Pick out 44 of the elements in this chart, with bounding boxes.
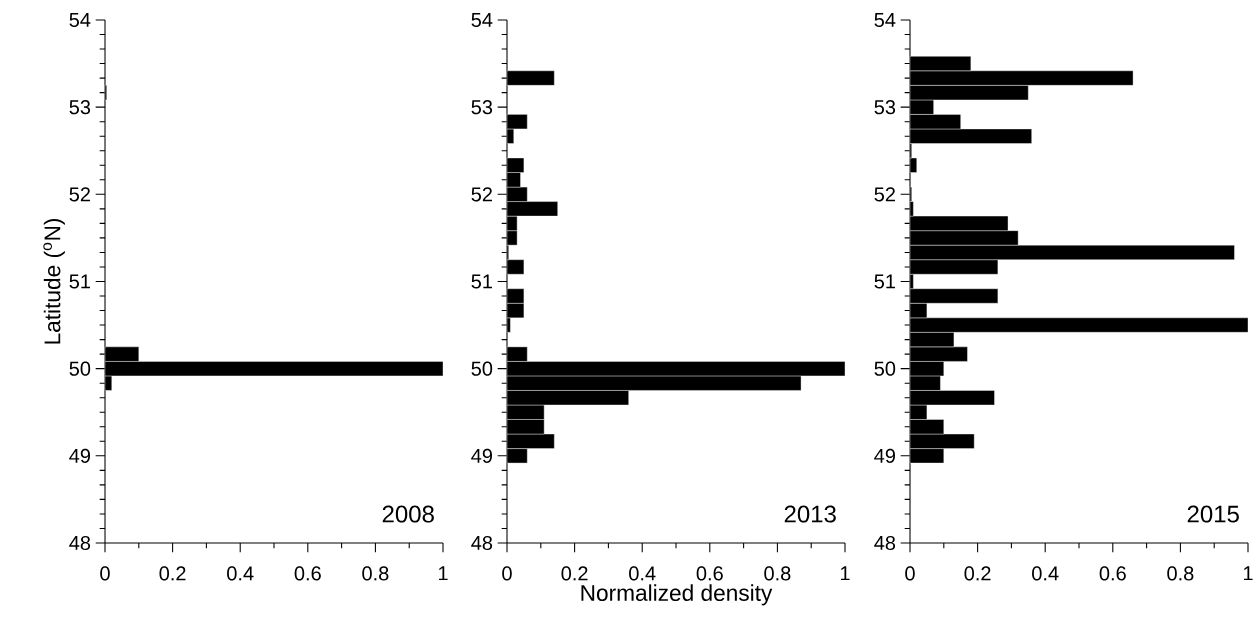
x-tick-label: 0 — [100, 566, 110, 581]
y-tick-label: 54 — [471, 13, 493, 27]
y-tick-label: 52 — [471, 187, 492, 202]
y-tick-label: 48 — [69, 535, 91, 551]
y-tick-label: 52 — [69, 187, 90, 202]
annotation: 2013 — [784, 505, 836, 523]
y-tick-label: 53 — [471, 100, 493, 115]
annotation: 2015 — [1187, 505, 1239, 523]
x-tick-label: 0.8 — [362, 566, 389, 581]
y-tick-label: 53 — [874, 100, 896, 115]
x-tick-label: 1 — [438, 566, 448, 581]
y-tick-label: 54 — [874, 13, 896, 27]
y-tick-label: 50 — [874, 361, 896, 376]
x-tick-label: 0.4 — [227, 566, 254, 581]
y-tick-label: 53 — [69, 100, 91, 115]
x-tick-label: 0.2 — [159, 566, 186, 581]
x-tick-label: 0.4 — [629, 566, 656, 581]
y-tick-label: 50 — [69, 361, 91, 376]
annotation: 2008 — [382, 505, 434, 523]
x-tick-label: 0.2 — [561, 566, 588, 581]
y-tick-label: 52 — [874, 187, 895, 202]
x-tick-label: 1 — [840, 566, 850, 581]
y-tick-label: 49 — [874, 448, 895, 463]
y-tick-label: 48 — [471, 535, 493, 551]
x-tick-label: 0 — [502, 566, 512, 581]
x-tick-label: 0.8 — [1167, 566, 1194, 581]
y-tick-label: 49 — [471, 448, 492, 463]
y-tick-label: 48 — [874, 535, 896, 551]
y-tick-label: 51 — [471, 274, 492, 289]
x-tick-label: 0.6 — [1099, 566, 1126, 581]
x-tick-label: 0 — [905, 566, 915, 581]
y-axis-title: Latitude ($^{o}$N) — [43, 218, 65, 344]
y-tick-label: 49 — [69, 448, 90, 463]
y-tick-label: 51 — [69, 274, 90, 289]
y-tick-label: 54 — [69, 13, 91, 27]
x-tick-label: 0.6 — [294, 566, 321, 581]
x-tick-label: 0.2 — [964, 566, 991, 581]
x-axis-title: Normalized density — [581, 584, 773, 606]
x-tick-label: 0.4 — [1032, 566, 1059, 581]
x-tick-label: 0.8 — [764, 566, 791, 581]
y-tick-label: 51 — [874, 274, 895, 289]
x-tick-label: 0.6 — [696, 566, 723, 581]
y-tick-label: 50 — [471, 361, 493, 376]
x-tick-label: 1 — [1243, 566, 1253, 581]
